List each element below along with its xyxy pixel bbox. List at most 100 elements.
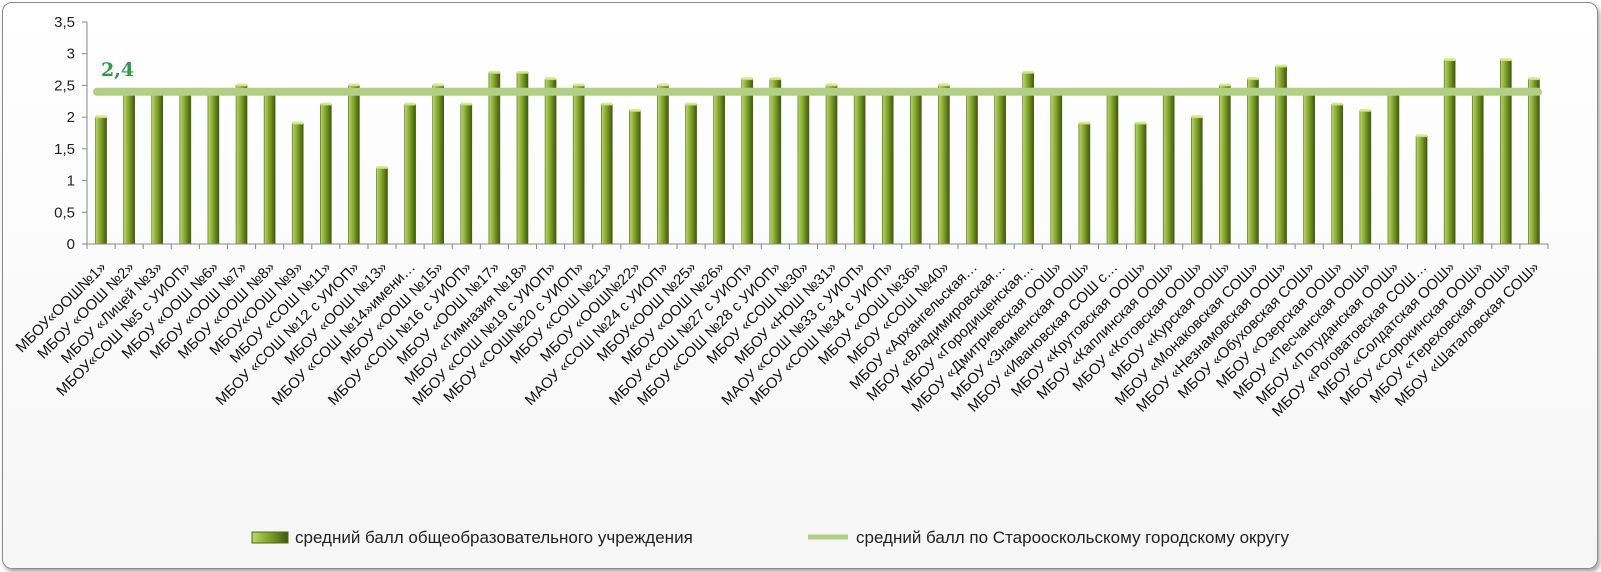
y-tick-label: 1,5 xyxy=(54,141,75,158)
legend-line-label: средний балл по Старооскольскому городск… xyxy=(856,528,1289,547)
bars xyxy=(95,58,1540,245)
bar xyxy=(544,78,557,245)
y-tick-label: 2,5 xyxy=(54,77,75,94)
bar-top xyxy=(1135,121,1147,125)
bar xyxy=(291,123,304,245)
bar-top xyxy=(320,102,332,106)
bar xyxy=(1162,91,1175,245)
bar xyxy=(151,91,164,245)
bar xyxy=(769,78,782,245)
bar xyxy=(1443,59,1456,245)
bar xyxy=(348,85,360,245)
bar xyxy=(1331,104,1344,245)
bar xyxy=(376,167,388,245)
bar xyxy=(95,116,107,245)
bar xyxy=(235,85,248,245)
bar-top xyxy=(1247,77,1259,81)
bar-top xyxy=(1275,64,1287,68)
bar xyxy=(1050,91,1063,245)
bar-top xyxy=(601,102,613,106)
bar-top xyxy=(826,83,838,87)
bar-top xyxy=(516,70,528,74)
bar xyxy=(1106,91,1119,245)
bar xyxy=(1219,85,1231,245)
bar xyxy=(432,85,445,245)
y-tick-label: 1 xyxy=(67,173,75,190)
bar xyxy=(741,78,754,245)
average-value-label: 2,4 xyxy=(101,59,134,81)
bar xyxy=(1359,110,1372,245)
legend-bar-swatch xyxy=(251,531,289,544)
bar-top xyxy=(545,77,557,81)
bar xyxy=(1471,91,1484,245)
bar xyxy=(853,91,866,245)
bar-top xyxy=(488,70,500,74)
bar-top xyxy=(348,83,360,87)
bar xyxy=(657,85,669,245)
bar-top xyxy=(1500,58,1512,62)
bar xyxy=(910,91,922,245)
bar xyxy=(713,91,725,245)
bar-top xyxy=(404,102,416,106)
bar-top xyxy=(460,102,472,106)
bar-top xyxy=(236,83,248,87)
bar xyxy=(825,85,838,245)
bar xyxy=(488,72,501,245)
bar-top xyxy=(1444,58,1456,62)
bar xyxy=(460,104,473,245)
bar-top xyxy=(376,165,388,169)
legend-bar-label: средний балл общеобразовательного учрежд… xyxy=(295,528,693,547)
bar xyxy=(1247,78,1259,245)
bar-top xyxy=(1359,108,1371,112)
bar-top xyxy=(938,83,950,87)
bar xyxy=(1500,59,1512,245)
bar xyxy=(938,85,950,245)
y-tick-label: 3,5 xyxy=(54,14,75,31)
bar xyxy=(629,110,641,245)
bar xyxy=(1190,116,1203,245)
y-tick-label: 2 xyxy=(67,109,75,126)
bar xyxy=(881,91,894,245)
bar xyxy=(123,91,135,245)
y-axis: 0 0,5 1 1,5 2 2,5 3 3,5 xyxy=(54,14,88,253)
bar xyxy=(685,104,697,245)
bar xyxy=(994,91,1006,245)
bar-top xyxy=(1416,134,1428,138)
bar-top xyxy=(1219,83,1231,87)
bar xyxy=(1387,91,1400,245)
bar-top xyxy=(1078,121,1090,125)
y-tick-label: 3 xyxy=(67,46,75,63)
legend: средний балл общеобразовательного учрежд… xyxy=(251,528,1289,547)
average-line: 2,4 xyxy=(93,59,1542,96)
bar xyxy=(572,85,585,245)
bar xyxy=(1303,91,1315,245)
y-tick-label: 0,5 xyxy=(54,204,75,221)
bar-top xyxy=(657,83,669,87)
y-tick-label: 0 xyxy=(67,236,75,253)
bar xyxy=(966,91,978,245)
bar xyxy=(320,104,332,245)
bar xyxy=(600,104,613,245)
bar xyxy=(179,91,192,245)
x-axis: МБОУ«ООШ№1»МБОУ «ООШ №2»МБОУ «Лицей №3»М… xyxy=(13,243,1549,420)
bar xyxy=(797,91,810,245)
bar xyxy=(1415,135,1428,245)
bar-top xyxy=(573,83,585,87)
bar xyxy=(207,91,220,245)
bar xyxy=(1078,123,1091,245)
bar xyxy=(1528,78,1540,245)
bar xyxy=(516,72,529,245)
bar-top xyxy=(95,115,107,119)
bar-top xyxy=(1331,102,1343,106)
bar xyxy=(1022,72,1035,245)
bar-top xyxy=(685,102,697,106)
bar-top xyxy=(1528,77,1540,81)
bar-top xyxy=(432,83,444,87)
bar xyxy=(263,91,276,245)
bar xyxy=(404,104,416,245)
bar-top xyxy=(292,121,304,125)
bar-top xyxy=(629,108,641,112)
bar-top xyxy=(769,77,781,81)
bar-top xyxy=(1022,70,1034,74)
